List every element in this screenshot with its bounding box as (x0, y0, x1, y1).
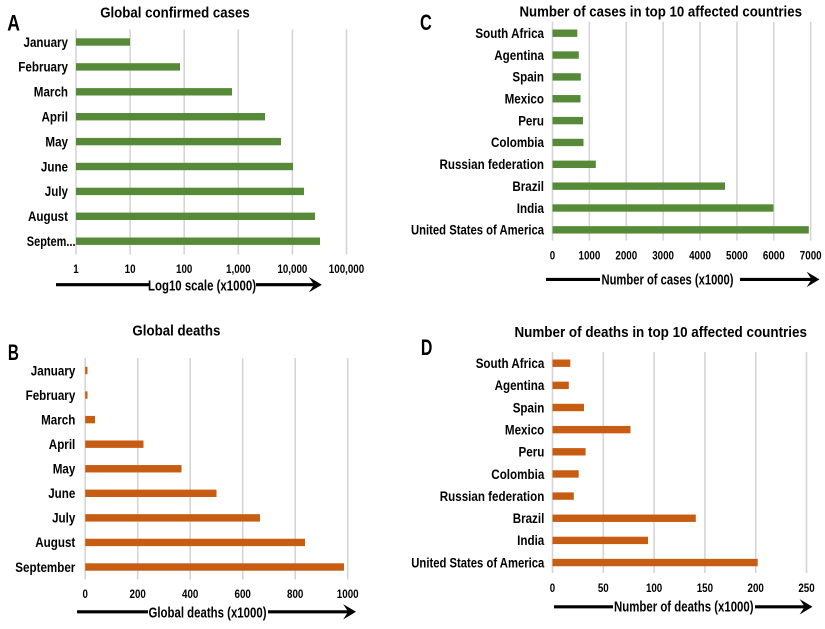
svg-text:South Africa: South Africa (475, 26, 544, 41)
svg-text:200: 200 (130, 589, 146, 601)
svg-text:United States of America: United States of America (411, 555, 544, 570)
svg-text:Number of deaths in top 10 aff: Number of deaths in top 10 affected coun… (514, 324, 807, 341)
svg-text:August: August (35, 535, 75, 550)
svg-text:5000: 5000 (726, 251, 748, 263)
svg-text:May: May (45, 134, 68, 149)
svg-text:Number of cases in top 10 affe: Number of cases in top 10 affected count… (519, 3, 802, 20)
svg-text:Mexico: Mexico (505, 92, 544, 107)
svg-text:0: 0 (550, 583, 555, 595)
svg-text:February: February (26, 388, 76, 403)
svg-text:250: 250 (798, 583, 814, 595)
svg-text:July: July (52, 511, 76, 526)
svg-text:1000: 1000 (337, 589, 359, 601)
svg-text:August: August (28, 209, 68, 224)
svg-text:100,000: 100,000 (329, 264, 364, 276)
svg-text:400: 400 (182, 589, 198, 601)
svg-text:Peru: Peru (519, 445, 545, 460)
svg-text:Global confirmed cases: Global confirmed cases (100, 5, 250, 22)
svg-text:Brazil: Brazil (513, 511, 545, 526)
svg-text:10: 10 (125, 264, 136, 276)
svg-text:Global deaths: Global deaths (132, 323, 220, 340)
svg-text:July: July (45, 184, 69, 199)
svg-text:Agentina: Agentina (495, 378, 545, 393)
svg-text:1000: 1000 (579, 251, 601, 263)
svg-text:0: 0 (550, 251, 555, 263)
svg-text:10,000: 10,000 (277, 264, 307, 276)
svg-text:0: 0 (83, 589, 88, 601)
svg-text:April: April (42, 110, 69, 125)
svg-text:C: C (420, 10, 432, 35)
svg-text:A: A (7, 11, 20, 36)
svg-text:June: June (48, 486, 76, 501)
svg-text:800: 800 (287, 589, 303, 601)
svg-text:Brazil: Brazil (512, 179, 544, 194)
svg-text:April: April (49, 437, 76, 452)
svg-text:4000: 4000 (689, 251, 711, 263)
svg-text:6000: 6000 (763, 251, 785, 263)
svg-text:September: September (15, 560, 76, 575)
svg-text:February: February (18, 60, 68, 75)
svg-text:Septem...: Septem... (27, 234, 76, 249)
svg-text:South Africa: South Africa (476, 356, 545, 371)
svg-text:Log10 scale (x1000): Log10 scale (x1000) (148, 278, 256, 295)
svg-text:Spain: Spain (512, 70, 544, 85)
svg-text:Number of cases (x1000): Number of cases (x1000) (602, 272, 734, 289)
svg-text:March: March (34, 85, 68, 100)
svg-text:1: 1 (73, 264, 79, 276)
svg-text:150: 150 (697, 583, 713, 595)
svg-text:June: June (41, 159, 69, 174)
svg-text:200: 200 (748, 583, 764, 595)
svg-text:March: March (41, 412, 75, 427)
svg-text:100: 100 (176, 264, 192, 276)
svg-text:January: January (24, 35, 69, 50)
svg-text:Russian federation: Russian federation (440, 157, 545, 172)
svg-text:3000: 3000 (652, 251, 674, 263)
svg-text:50: 50 (598, 583, 609, 595)
svg-text:May: May (53, 462, 76, 477)
svg-text:2000: 2000 (615, 251, 637, 263)
svg-text:Colombia: Colombia (491, 467, 544, 482)
svg-text:Spain: Spain (513, 400, 545, 415)
svg-text:1,000: 1,000 (226, 264, 251, 276)
svg-text:India: India (517, 533, 545, 548)
svg-text:B: B (8, 340, 19, 365)
svg-text:7000: 7000 (800, 251, 822, 263)
svg-text:Agentina: Agentina (494, 48, 544, 63)
svg-text:India: India (517, 201, 545, 216)
svg-text:Number of deaths (x1000): Number of deaths (x1000) (614, 599, 754, 616)
svg-text:Mexico: Mexico (505, 422, 544, 437)
svg-text:Peru: Peru (518, 113, 544, 128)
svg-text:United States of America: United States of America (411, 223, 544, 238)
svg-text:100: 100 (646, 583, 662, 595)
svg-text:Global deaths (x1000): Global deaths (x1000) (149, 604, 267, 621)
svg-text:Russian federation: Russian federation (440, 489, 545, 504)
svg-text:January: January (31, 363, 76, 378)
svg-text:Colombia: Colombia (491, 135, 544, 150)
svg-text:D: D (421, 335, 433, 360)
svg-text:600: 600 (235, 589, 251, 601)
